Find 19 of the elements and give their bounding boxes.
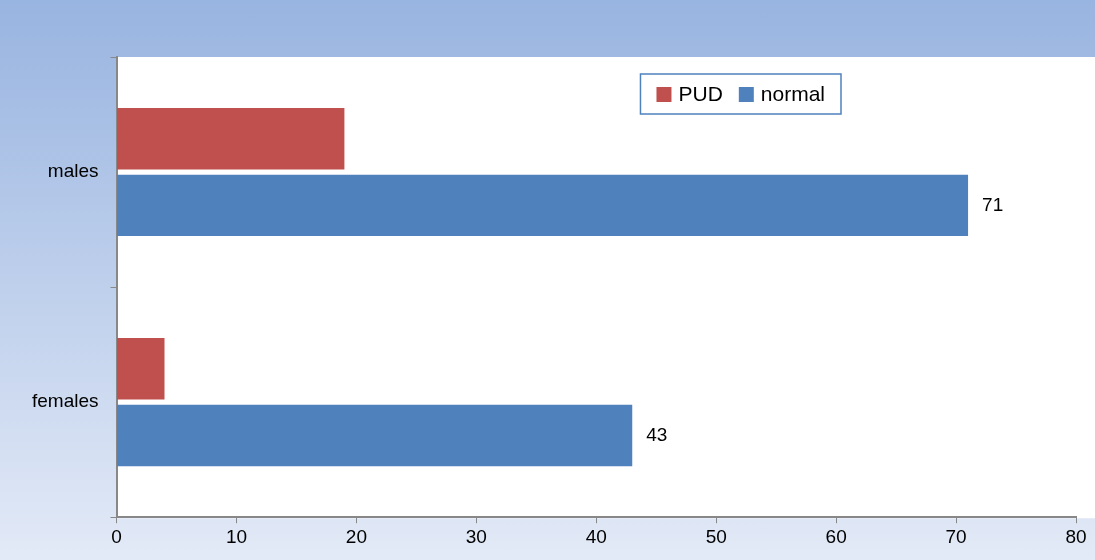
x-tick-label: 60 [825, 525, 847, 547]
data-label: 43 [646, 423, 668, 445]
x-tick-label: 80 [1065, 525, 1087, 547]
x-tick-label: 0 [111, 525, 122, 547]
x-tick-label: 30 [465, 525, 487, 547]
data-label: 71 [982, 193, 1004, 215]
bar [117, 338, 165, 400]
legend-label: PUD [678, 81, 723, 105]
bar [117, 174, 969, 237]
bar [117, 107, 345, 170]
x-tick-label: 70 [945, 525, 967, 547]
y-tick-label: females [32, 390, 99, 412]
x-tick-label: 40 [585, 525, 607, 547]
y-tick-label: males [47, 160, 99, 182]
x-tick-label: 20 [345, 525, 367, 547]
x-tick-label: 50 [705, 525, 727, 547]
legend-label: normal [760, 81, 826, 105]
bar [117, 404, 633, 467]
x-tick-label: 10 [225, 525, 248, 547]
